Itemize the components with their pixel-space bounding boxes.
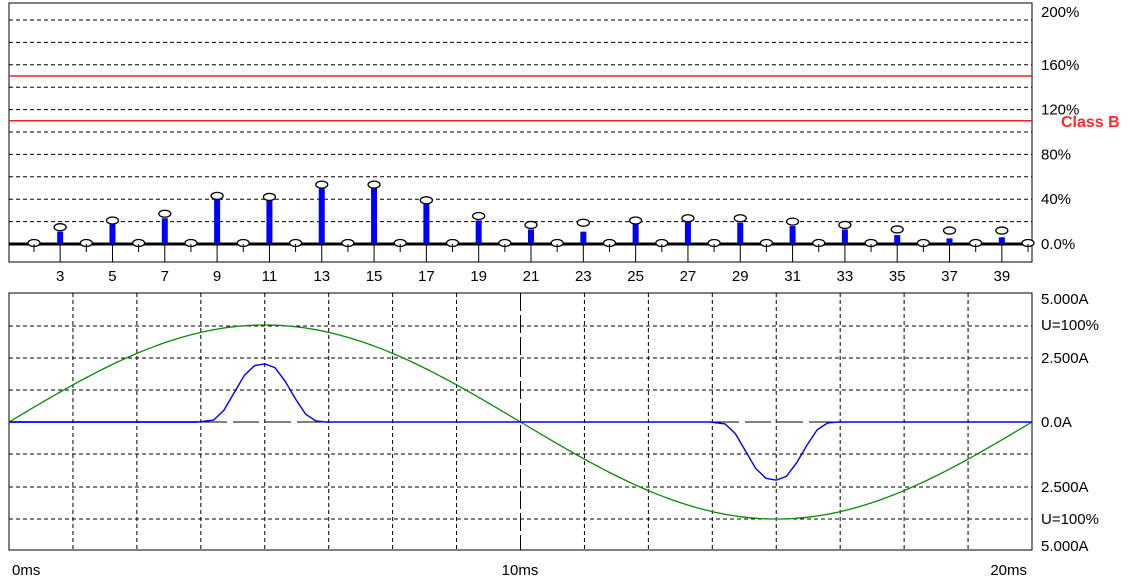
y-tick-label: 80%: [1041, 146, 1071, 163]
y-tick-label: 40%: [1041, 191, 1071, 208]
harmonics-bar-chart: 3 5 7 9 11 13 15 17 19 21 23 25 27 29 31 33 35 37 39200%16…: [8, 2, 1120, 285]
harmonic-bar: [423, 203, 430, 244]
y-tick-label: 120%: [1041, 102, 1079, 119]
x-tick-label: 20ms: [990, 562, 1027, 579]
harmonic-bar: [789, 226, 796, 244]
harmonic-bar: [214, 198, 221, 244]
x-tick-label: 33: [837, 268, 854, 285]
harmonic-bar: [580, 231, 587, 244]
limit-marker: [419, 196, 434, 205]
y-tick-label: 0.0A: [1041, 414, 1072, 431]
limit-marker: [262, 192, 277, 202]
x-tick-label: 37: [941, 268, 958, 285]
limit-marker: [210, 191, 224, 200]
limit-marker: [158, 209, 172, 218]
harmonic-bar: [161, 218, 168, 244]
x-tick-label: 9: [213, 268, 221, 285]
harmonic-bar: [632, 223, 639, 244]
x-tick-label: 27: [680, 268, 697, 285]
harmonic-bar: [737, 222, 744, 244]
harmonic-bar: [841, 229, 848, 244]
y-tick-label: 5.000A: [1041, 538, 1089, 555]
harmonic-bar: [894, 235, 901, 244]
limit-marker: [838, 220, 852, 230]
class-b-label: Class B: [1061, 114, 1120, 131]
limit-marker: [890, 225, 904, 234]
x-tick-label: 17: [418, 268, 435, 285]
x-tick-label: 31: [784, 268, 801, 285]
x-tick-label: 29: [732, 268, 749, 285]
harmonic-bar: [475, 220, 482, 244]
limit-marker: [681, 214, 695, 223]
x-tick-label: 39: [993, 268, 1010, 285]
x-tick-label: 25: [627, 268, 644, 285]
limit-marker: [53, 223, 67, 232]
x-tick-label: 0ms: [12, 562, 40, 579]
harmonic-bar: [266, 200, 273, 244]
x-tick-label: 21: [523, 268, 540, 285]
x-tick-label: 11: [262, 268, 278, 285]
x-tick-label: 23: [575, 268, 592, 285]
limit-marker: [367, 180, 381, 189]
x-tick-label: 35: [889, 268, 906, 285]
limit-marker: [105, 216, 120, 225]
y-tick-label: U=100%: [1041, 317, 1099, 334]
limit-marker: [628, 216, 643, 225]
harmonic-bar: [57, 231, 64, 244]
current-series-line: [9, 363, 1032, 481]
limit-marker: [315, 180, 329, 189]
y-tick-label: 5.000A: [1041, 291, 1089, 308]
waveform-line-chart: 0ms 10ms 20ms 5.000A U=100% 2.500A 0.0A 2.500A U…: [8, 291, 1099, 579]
x-tick-label: 3: [56, 268, 64, 285]
limit-marker: [524, 220, 538, 230]
harmonic-bar: [946, 238, 953, 244]
x-tick-label: 7: [161, 268, 169, 285]
harmonic-bar: [318, 188, 325, 244]
limit-marker: [785, 217, 800, 226]
harmonic-bar: [998, 237, 1005, 244]
y-tick-label: 0.0%: [1041, 236, 1075, 253]
x-tick-label: 13: [313, 268, 330, 285]
y-tick-label: 2.500A: [1041, 350, 1089, 367]
x-tick-label: 19: [470, 268, 487, 285]
x-tick-label: 15: [366, 268, 383, 285]
harmonic-bar: [371, 188, 378, 244]
y-tick-label: 200%: [1041, 4, 1079, 21]
limit-marker: [733, 214, 747, 223]
y-tick-label: 160%: [1041, 57, 1079, 74]
harmonic-bar: [109, 223, 116, 244]
x-tick-label: 10ms: [502, 562, 539, 579]
y-tick-label: U=100%: [1041, 511, 1099, 528]
limit-marker: [995, 226, 1009, 235]
limit-marker: [942, 226, 957, 235]
y-tick-label: 2.500A: [1041, 479, 1089, 496]
harmonic-bar: [528, 229, 534, 244]
harmonic-bar: [684, 220, 691, 244]
limit-marker: [472, 211, 486, 221]
x-tick-label: 5: [108, 268, 116, 285]
limit-marker: [576, 218, 590, 227]
